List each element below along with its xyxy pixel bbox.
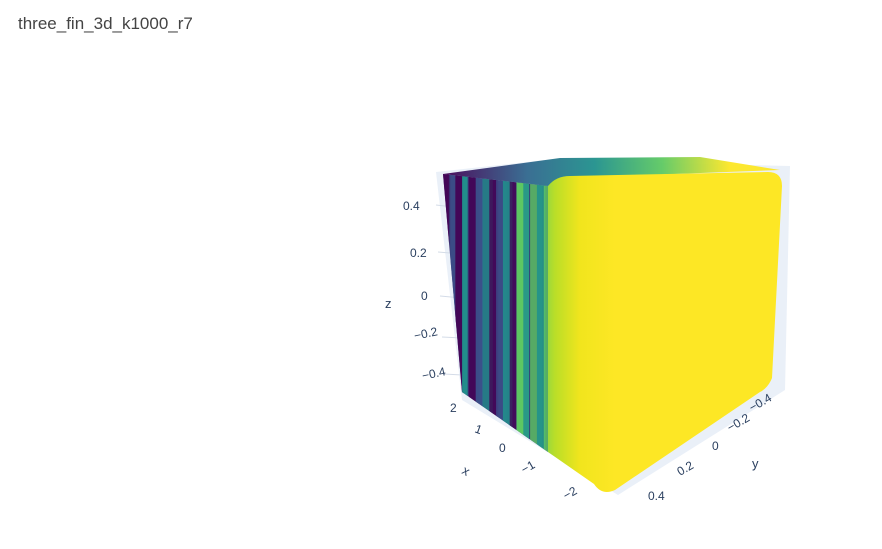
point-stripe (502, 174, 513, 452)
x-tick-label: −1 (519, 457, 538, 476)
point-stripe (496, 174, 507, 452)
x-tick-label: 1 (473, 422, 484, 438)
point-stripe (482, 174, 493, 452)
y-axis-title: y (752, 456, 759, 471)
point-stripe (468, 174, 479, 452)
z-tick-label: 0.4 (403, 199, 420, 213)
y-tick-label: 0 (712, 439, 719, 453)
x-tick-label: 2 (450, 401, 457, 415)
point-stripe (509, 174, 517, 452)
z-axis: z 0.4 0.2 0 −0.2 −0.4 (385, 199, 447, 383)
x-tick-label: −2 (561, 483, 580, 502)
z-axis-title: z (385, 296, 392, 311)
x-axis: x 2 1 0 −1 −2 (450, 401, 580, 503)
z-tick-label: −0.4 (421, 364, 447, 383)
z-tick-label: 0.2 (410, 246, 427, 260)
point-stripe (455, 174, 464, 452)
point-stripe (536, 174, 546, 452)
left-face-points (443, 174, 548, 452)
top-face-points (443, 157, 780, 186)
front-face-points (548, 172, 782, 492)
x-axis-title: x (460, 463, 474, 479)
point-stripe (475, 174, 483, 452)
chart-title: three_fin_3d_k1000_r7 (18, 14, 193, 33)
point-stripe (523, 174, 530, 452)
z-tick-label: −0.2 (413, 324, 439, 343)
y-tick-label: 0.2 (675, 458, 697, 479)
x-tick-label: 0 (499, 441, 506, 455)
point-stripe (462, 174, 468, 452)
z-tick-label: 0 (421, 289, 428, 303)
y-tick-label: 0.4 (648, 489, 665, 503)
point-stripe (489, 174, 499, 452)
point-stripe (543, 174, 548, 452)
